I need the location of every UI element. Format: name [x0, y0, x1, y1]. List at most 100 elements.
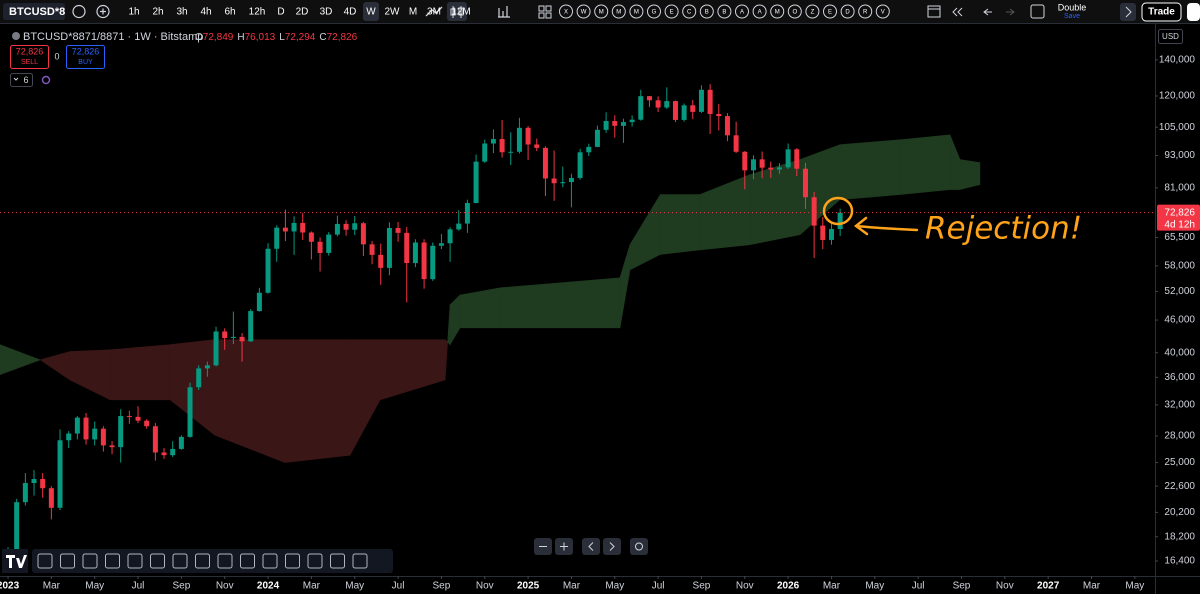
drawing-tool[interactable]	[352, 553, 368, 569]
indicators-toggle[interactable]	[10, 73, 33, 87]
indicators-icon[interactable]	[498, 6, 510, 18]
drawing-tool[interactable]	[82, 553, 98, 569]
interval[interactable]: 3D	[320, 7, 333, 18]
sell-button[interactable]	[10, 45, 49, 69]
watch-badge-label[interactable]: B	[705, 10, 709, 16]
interval[interactable]: 2D	[296, 7, 309, 18]
watch-badge-label[interactable]: M	[599, 10, 604, 16]
templates-icon[interactable]	[538, 5, 552, 19]
interval[interactable]: 3M	[427, 7, 441, 18]
watch-badge-label[interactable]: G	[652, 10, 657, 16]
watch-badge[interactable]	[787, 4, 802, 19]
watch-badge-label[interactable]: V	[881, 10, 885, 16]
layout-name[interactable]: Double	[1058, 2, 1087, 12]
watch-badge[interactable]	[717, 4, 732, 19]
watch-badge[interactable]	[594, 4, 609, 19]
drawing-tool[interactable]	[285, 553, 300, 569]
drawing-tool[interactable]	[150, 553, 165, 569]
symbol-chip[interactable]	[3, 3, 65, 20]
drawing-tool[interactable]	[60, 553, 75, 569]
drawing-tool[interactable]	[262, 553, 278, 569]
interval[interactable]: 12M	[451, 7, 470, 18]
scroll-right[interactable]	[603, 538, 621, 555]
reset-chart[interactable]	[630, 538, 648, 555]
interval[interactable]: 2W	[385, 7, 401, 18]
watch-badge[interactable]	[664, 4, 679, 19]
interval[interactable]: 4h	[200, 7, 211, 18]
watch-badge[interactable]	[629, 4, 644, 19]
panel-toggle[interactable]	[1120, 3, 1136, 21]
layout-save[interactable]: Save	[1064, 13, 1080, 20]
drawing-tool[interactable]	[37, 553, 53, 569]
add-symbol-icon[interactable]	[96, 4, 110, 19]
alert-icon[interactable]	[927, 5, 941, 18]
watch-badge-label[interactable]: M	[775, 10, 780, 16]
interval[interactable]: 3h	[176, 7, 187, 18]
sell-price[interactable]: 72,826	[16, 46, 44, 56]
watch-badge-label[interactable]: B	[722, 10, 726, 16]
profile-button[interactable]	[1187, 3, 1200, 21]
sell-label[interactable]: SELL	[21, 59, 38, 66]
drawing-tool[interactable]	[127, 553, 143, 569]
interval[interactable]: D	[277, 7, 284, 18]
indicators-count[interactable]: 6	[23, 75, 28, 85]
drawing-tool[interactable]	[217, 553, 233, 569]
watch-badge-label[interactable]: W	[581, 10, 587, 16]
drawing-tool[interactable]	[195, 553, 210, 569]
watch-badge[interactable]	[752, 4, 767, 19]
watch-badge-label[interactable]: E	[670, 10, 674, 16]
drawing-tool[interactable]	[307, 553, 323, 569]
buy-price[interactable]: 72,826	[72, 46, 100, 56]
chart-type-icon[interactable]	[425, 6, 443, 17]
symbol[interactable]: BTCUSD*8871	[9, 6, 84, 18]
interval[interactable]: 1h	[128, 7, 139, 18]
watch-badge-label[interactable]: C	[687, 10, 692, 16]
trade-label[interactable]: Trade	[1148, 7, 1175, 18]
symbol-search-icon[interactable]	[72, 4, 86, 19]
currency-box[interactable]	[1158, 29, 1183, 44]
watch-badge-label[interactable]: X	[564, 10, 568, 16]
layout-icon[interactable]	[1030, 4, 1045, 19]
watch-badge[interactable]	[611, 4, 626, 19]
watch-badge-label[interactable]: M	[634, 10, 639, 16]
candles-button[interactable]	[447, 2, 467, 21]
interval[interactable]: M	[409, 7, 417, 18]
watch-badge[interactable]	[735, 4, 749, 19]
watch-badge-label[interactable]: R	[863, 10, 868, 16]
interval[interactable]: 6h	[224, 7, 235, 18]
interval[interactable]: 12h	[249, 7, 266, 18]
interval[interactable]: 2h	[152, 7, 163, 18]
watch-badge-label[interactable]: A	[758, 10, 762, 16]
watch-badge-label[interactable]: O	[792, 10, 797, 16]
cloud-segment	[459, 287, 501, 329]
watch-badge[interactable]	[858, 4, 873, 19]
watch-badge[interactable]	[805, 4, 820, 19]
scroll-left[interactable]	[582, 538, 600, 555]
buy-label[interactable]: BUY	[78, 59, 93, 66]
undo-icon[interactable]	[983, 8, 992, 16]
watch-badge[interactable]	[576, 4, 591, 19]
drawing-tool[interactable]	[330, 553, 345, 569]
interval[interactable]: 4D	[344, 7, 357, 18]
drawing-tool[interactable]	[172, 553, 188, 569]
watch-badge[interactable]	[840, 4, 855, 19]
trade-button[interactable]	[1141, 2, 1182, 22]
drawing-tool[interactable]	[240, 553, 255, 569]
watch-badge[interactable]	[875, 4, 890, 19]
watch-badge[interactable]	[647, 4, 661, 19]
interval[interactable]: W	[366, 7, 376, 18]
buy-button[interactable]	[66, 45, 105, 69]
replay-icon[interactable]	[952, 7, 963, 17]
watch-badge[interactable]	[823, 4, 837, 19]
currency[interactable]: USD	[1162, 32, 1179, 41]
watch-badge-label[interactable]: D	[845, 10, 850, 16]
watch-badge-label[interactable]: M	[616, 10, 621, 16]
watch-badge[interactable]	[699, 4, 714, 19]
watch-badge[interactable]	[559, 4, 573, 19]
watch-badge[interactable]	[682, 4, 697, 19]
watch-badge[interactable]	[770, 4, 785, 19]
watch-badge-label[interactable]: A	[740, 10, 744, 16]
watch-badge-label[interactable]: E	[828, 10, 832, 16]
watch-badge-label[interactable]: Z	[811, 10, 815, 16]
drawing-tool[interactable]	[105, 553, 120, 569]
